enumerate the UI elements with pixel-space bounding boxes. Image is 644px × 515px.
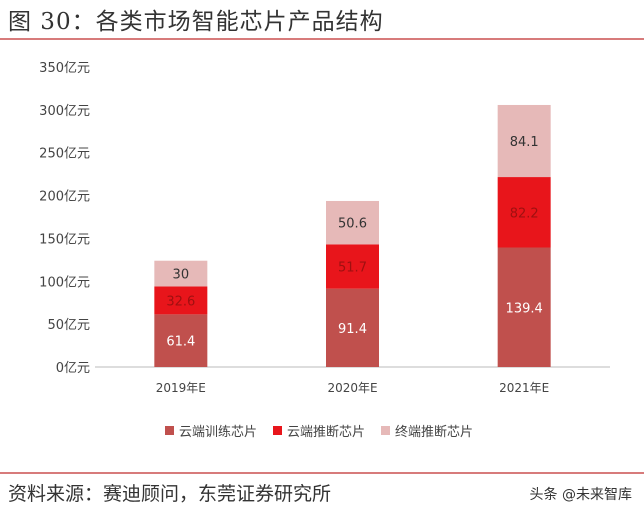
y-tick-label: 0亿元 — [56, 361, 90, 376]
legend-swatch — [381, 426, 390, 435]
source-note: 资料来源：赛迪顾问，东莞证券研究所 — [8, 483, 332, 505]
data-label: 50.6 — [338, 217, 367, 232]
y-tick-label: 200亿元 — [39, 190, 90, 205]
x-tick-label: 2019年E — [156, 381, 206, 395]
x-tick-label: 2020年E — [327, 381, 377, 395]
legend-label: 云端推断芯片 — [287, 425, 365, 440]
y-tick-label: 50亿元 — [47, 318, 90, 333]
top-divider — [0, 38, 644, 40]
data-label: 61.4 — [166, 335, 195, 350]
y-tick-label: 100亿元 — [39, 275, 90, 290]
bar-segment — [326, 200, 379, 245]
legend-swatch — [165, 426, 174, 435]
chart-title: 图 30：各类市场智能芯片产品结构 — [8, 9, 384, 35]
data-label: 30 — [173, 268, 190, 283]
x-tick-label: 2021年E — [499, 381, 549, 395]
y-tick-label: 350亿元 — [39, 61, 90, 76]
bottom-divider — [0, 472, 644, 474]
data-label: 82.2 — [510, 206, 539, 221]
bar-segment — [326, 288, 379, 367]
bar-segment — [497, 104, 551, 178]
bar-segment — [154, 260, 208, 287]
watermark: 头条 @未来智库 — [529, 487, 632, 503]
legend-swatch — [273, 426, 282, 435]
legend-label: 终端推断芯片 — [395, 424, 473, 440]
bar-segment — [497, 247, 551, 367]
bar-segment — [326, 244, 379, 289]
legend-label: 云端训练芯片 — [179, 425, 257, 440]
y-tick-label: 300亿元 — [39, 104, 90, 119]
data-label: 91.4 — [338, 322, 367, 337]
y-tick-label: 150亿元 — [39, 232, 90, 247]
data-label: 84.1 — [510, 135, 539, 150]
bar-segment — [154, 286, 208, 315]
y-tick-label: 250亿元 — [39, 147, 90, 162]
data-label: 139.4 — [506, 301, 543, 316]
bar-segment — [497, 177, 551, 248]
data-label: 32.6 — [166, 294, 195, 309]
stacked-bar-chart: 0亿元 50亿元 100亿元 150亿元 200亿元 250亿元 300亿元 350亿元 61.… — [39, 61, 610, 440]
bar-segment — [154, 314, 208, 367]
data-label: 51.7 — [338, 261, 367, 276]
